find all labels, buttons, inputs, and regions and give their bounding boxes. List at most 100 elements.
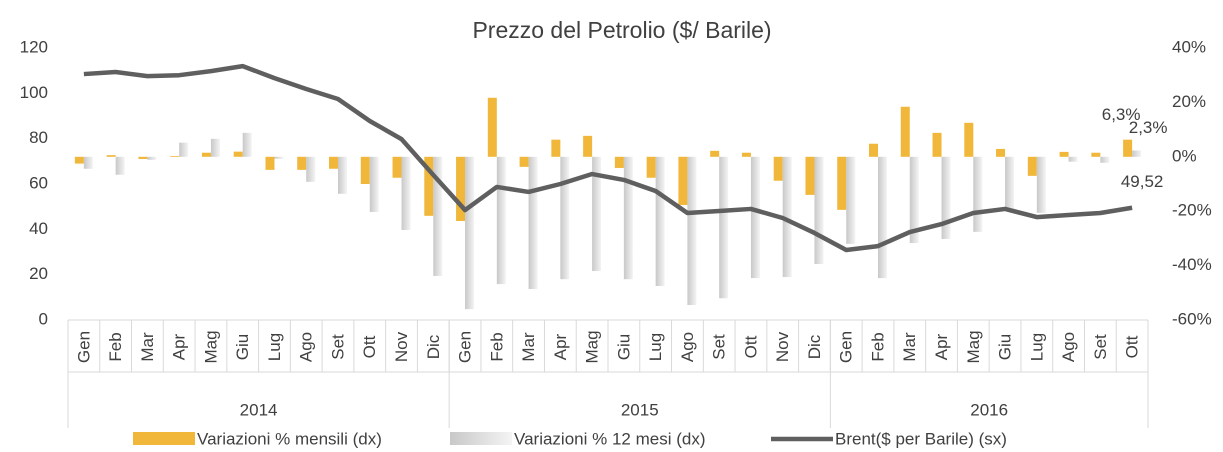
x-tick-label: Apr	[932, 333, 951, 360]
legend-label: Variazioni % mensili (dx)	[197, 429, 382, 448]
bar	[687, 156, 697, 306]
bar	[583, 135, 593, 157]
x-tick-label: Apr	[170, 333, 189, 360]
bar	[773, 156, 783, 181]
bar	[1005, 156, 1015, 211]
bar	[614, 156, 624, 168]
bar	[623, 156, 633, 280]
bar	[401, 156, 411, 230]
bar	[201, 152, 211, 157]
legend-label: Variazioni % 12 mesi (dx)	[514, 429, 705, 448]
x-tick-label: Mag	[201, 330, 220, 363]
y2-tick-label: 0%	[1172, 146, 1197, 165]
x-tick-label: Set	[710, 334, 729, 360]
bar	[750, 156, 760, 279]
x-tick-label: Ago	[678, 332, 697, 362]
data-label: 2,3%	[1129, 118, 1168, 137]
x-tick-label: Feb	[106, 332, 125, 361]
bar	[1091, 152, 1101, 157]
group-label: 2016	[970, 400, 1008, 419]
x-tick-label: Giu	[614, 334, 633, 360]
y-tick-label: 100	[20, 83, 48, 102]
bar	[106, 155, 116, 157]
bar	[170, 155, 180, 157]
bar	[551, 139, 561, 157]
bar	[519, 156, 529, 167]
y-tick-label: 80	[29, 128, 48, 147]
line	[83, 63, 1133, 253]
bar	[74, 156, 84, 164]
data-label: 49,52	[1121, 172, 1164, 191]
data-label: 6,3%	[1102, 105, 1141, 124]
x-tick-label: Nov	[392, 331, 411, 362]
bar	[996, 148, 1006, 157]
bar	[274, 156, 284, 159]
y2-tick-label: -60%	[1172, 309, 1212, 328]
y-tick-label: 60	[29, 173, 48, 192]
bar	[909, 156, 919, 244]
y2-tick-label: -40%	[1172, 255, 1212, 274]
bar	[242, 132, 252, 157]
x-tick-label: Mag	[583, 330, 602, 363]
x-tick-label: Gen	[456, 331, 475, 363]
x-tick-label: Lug	[1027, 333, 1046, 361]
x-tick-label: Mar	[138, 332, 157, 362]
x-tick-label: Dic	[805, 334, 824, 359]
y-tick-label: 40	[29, 219, 48, 238]
y2-tick-label: 40%	[1172, 37, 1206, 56]
x-tick-label: Gen	[837, 331, 856, 363]
bar	[392, 156, 402, 178]
group-label: 2014	[240, 400, 278, 419]
legend-label: Brent($ per Barile) (sx)	[835, 429, 1007, 448]
x-tick-label: Ago	[297, 332, 316, 362]
legend-swatch	[133, 432, 195, 445]
bar	[814, 156, 824, 264]
bar	[1036, 156, 1046, 213]
bar	[456, 156, 466, 221]
bar	[710, 150, 720, 157]
x-tick-label: Dic	[424, 334, 443, 359]
x-tick-label: Giu	[996, 334, 1015, 360]
bar	[1059, 151, 1069, 157]
bar	[837, 156, 847, 210]
bar	[655, 156, 665, 286]
bar	[369, 156, 379, 213]
bar	[338, 156, 347, 194]
x-tick-label: Giu	[233, 334, 252, 360]
bar	[424, 156, 434, 216]
x-tick-label: Ott	[1123, 335, 1142, 358]
bar	[1027, 156, 1037, 176]
bar	[560, 156, 570, 280]
y-tick-label: 20	[29, 264, 48, 283]
x-tick-label: Apr	[551, 333, 570, 360]
bar	[433, 156, 443, 276]
bar	[233, 151, 243, 157]
x-tick-label: Mag	[964, 330, 983, 363]
bar	[719, 156, 729, 299]
bar	[306, 156, 316, 182]
x-tick-label: Gen	[74, 331, 93, 363]
bar	[210, 138, 220, 157]
x-tick-label: Nov	[773, 331, 792, 362]
x-tick-label: Feb	[868, 332, 887, 361]
bar	[646, 156, 656, 178]
y2-tick-label: -20%	[1172, 201, 1212, 220]
bar	[782, 156, 792, 278]
bar	[360, 156, 370, 184]
group-label: 2015	[621, 400, 659, 419]
bar	[496, 156, 506, 285]
x-tick-label: Mar	[900, 332, 919, 362]
bar	[1123, 139, 1133, 157]
bar	[741, 152, 751, 157]
bar	[83, 156, 93, 169]
bar	[465, 156, 475, 310]
x-tick-label: Feb	[487, 332, 506, 361]
x-tick-label: Ago	[1059, 332, 1078, 362]
bar	[265, 156, 275, 170]
bar	[592, 156, 602, 272]
bar	[179, 142, 189, 157]
x-tick-label: Lug	[265, 333, 284, 361]
bar	[528, 156, 538, 289]
bar	[678, 156, 688, 205]
